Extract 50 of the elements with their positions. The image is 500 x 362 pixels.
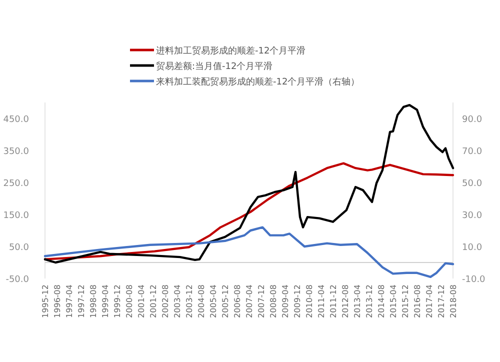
x-tick-label: 2017-12 — [437, 284, 446, 318]
y2-tick-label: 90.0 — [462, 115, 482, 125]
x-tick-label: 2011-12 — [329, 284, 338, 318]
y2-tick-label: -10.0 — [462, 275, 486, 285]
x-tick-label: 2010-08 — [305, 284, 314, 318]
x-tick-label: 2015-04 — [389, 284, 398, 318]
x-tick-label: 2018-08 — [449, 284, 458, 318]
y2-tick-label: 70.0 — [462, 147, 482, 157]
y2-tick-label: 30.0 — [462, 211, 482, 221]
y-tick-label: 250.0 — [3, 179, 30, 189]
y-tick-label: 50.0 — [8, 243, 30, 253]
x-tick-label: 2004-08 — [197, 284, 206, 318]
x-tick-label: 2008-08 — [269, 284, 278, 318]
y2-tick-label: 50.0 — [462, 179, 482, 189]
x-tick-label: 2003-04 — [173, 284, 182, 318]
x-tick-label: 2009-04 — [281, 284, 290, 318]
x-tick-label: 2006-08 — [233, 284, 242, 318]
x-tick-label: 2013-04 — [353, 284, 362, 318]
x-tick-label: 2015-12 — [401, 284, 410, 318]
x-tick-label: 1997-04 — [65, 284, 74, 318]
x-tick-label: 2001-12 — [149, 284, 158, 318]
x-tick-label: 1997-12 — [77, 284, 86, 318]
x-tick-label: 2007-04 — [245, 284, 254, 318]
x-tick-label: 2013-12 — [365, 284, 374, 318]
x-tick-label: 2005-04 — [209, 284, 218, 318]
x-tick-label: 2017-04 — [425, 284, 434, 318]
legend-label: 进料加工贸易形成的顺差-12个月平滑 — [156, 46, 306, 56]
x-tick-label: 2002-08 — [161, 284, 170, 318]
y2-tick-label: 10.0 — [462, 243, 482, 253]
x-tick-label: 2003-12 — [185, 284, 194, 318]
x-tick-label: 2007-12 — [257, 284, 266, 318]
x-tick-label: 2001-04 — [137, 284, 146, 318]
y-tick-label: 450.0 — [3, 115, 30, 125]
legend-label: 贸易差额:当月值-12个月平滑 — [156, 61, 273, 72]
x-tick-label: 2000-08 — [125, 284, 134, 318]
x-tick-label: 2014-08 — [377, 284, 386, 318]
x-tick-label: 2012-08 — [341, 284, 350, 318]
x-tick-label: 1996-08 — [53, 284, 62, 318]
x-tick-label: 2016-08 — [413, 284, 422, 318]
x-tick-label: 2009-12 — [293, 284, 302, 318]
x-tick-label: 1999-04 — [101, 284, 110, 318]
x-tick-label: 1999-12 — [113, 284, 122, 318]
y-tick-label: -50.0 — [6, 275, 30, 285]
x-tick-label: 1995-12 — [41, 284, 50, 318]
legend-label: 来料加工装配贸易形成的顺差-12个月平滑（右轴） — [156, 76, 360, 88]
x-tick-label: 2005-12 — [221, 284, 230, 318]
y-tick-label: 150.0 — [3, 211, 30, 221]
y-tick-label: 350.0 — [3, 147, 30, 157]
x-tick-label: 1998-08 — [89, 284, 98, 318]
x-tick-label: 2011-04 — [317, 284, 326, 318]
